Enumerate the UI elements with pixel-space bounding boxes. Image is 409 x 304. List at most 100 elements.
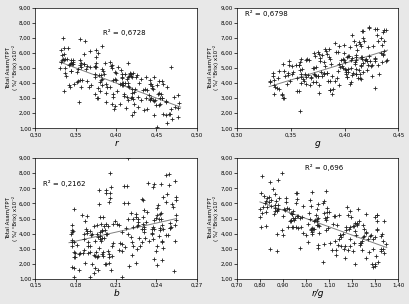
Point xyxy=(92,64,98,69)
Point xyxy=(119,229,125,234)
Point xyxy=(169,204,175,209)
Point xyxy=(116,240,123,245)
Point xyxy=(345,54,352,58)
Point xyxy=(156,95,162,100)
Point xyxy=(307,227,314,232)
Point xyxy=(130,109,137,114)
Point xyxy=(67,61,74,66)
Point xyxy=(91,74,98,79)
Point xyxy=(372,33,379,38)
Point xyxy=(152,215,159,220)
Point xyxy=(140,208,147,213)
Point xyxy=(166,226,173,231)
Point xyxy=(275,86,282,91)
Point xyxy=(352,67,359,72)
Point xyxy=(94,235,101,240)
Point xyxy=(163,85,170,90)
Point xyxy=(373,218,380,223)
Point xyxy=(159,194,165,199)
Point xyxy=(340,42,346,47)
Point xyxy=(380,251,387,256)
Point xyxy=(166,220,173,225)
Point xyxy=(304,73,311,78)
Point xyxy=(340,243,347,248)
Point xyxy=(95,95,101,100)
Point xyxy=(140,107,146,112)
Point xyxy=(97,229,103,234)
Point xyxy=(326,240,332,245)
Point xyxy=(334,69,341,74)
Point xyxy=(322,206,329,211)
Point xyxy=(155,78,162,83)
Point xyxy=(270,83,276,88)
Point xyxy=(300,78,306,83)
Point xyxy=(266,78,273,83)
Y-axis label: Total Asam/TPT
( %/ °Brix) x10⁻²: Total Asam/TPT ( %/ °Brix) x10⁻² xyxy=(6,196,18,241)
Point xyxy=(82,219,88,223)
Point xyxy=(358,29,364,34)
Point xyxy=(369,237,375,242)
Point xyxy=(92,239,99,244)
Point xyxy=(371,85,378,90)
Point xyxy=(292,62,299,67)
Point xyxy=(342,69,348,74)
Point xyxy=(113,71,119,75)
Point xyxy=(101,60,108,65)
Point xyxy=(355,40,362,45)
Point xyxy=(324,71,330,75)
Point xyxy=(270,71,276,75)
Point xyxy=(148,230,155,235)
Point xyxy=(279,232,285,237)
Point xyxy=(146,238,152,243)
Point xyxy=(102,221,108,226)
Point xyxy=(351,61,357,66)
Point xyxy=(106,85,113,90)
Point xyxy=(128,74,135,79)
Point xyxy=(315,224,322,229)
Point xyxy=(158,240,165,245)
Point xyxy=(285,63,291,68)
Point xyxy=(364,54,371,59)
Point xyxy=(142,75,149,80)
Point xyxy=(349,71,355,75)
Point xyxy=(129,96,136,101)
Point xyxy=(357,63,364,68)
Point xyxy=(88,233,94,237)
Point xyxy=(310,51,317,56)
Point xyxy=(377,51,383,56)
Point xyxy=(306,203,313,208)
Point xyxy=(143,88,150,92)
Point xyxy=(296,59,302,64)
Point xyxy=(154,92,161,96)
Point xyxy=(332,49,338,54)
Point xyxy=(76,251,83,256)
Point xyxy=(340,58,346,63)
Point xyxy=(313,219,319,224)
Point xyxy=(94,253,101,258)
Point xyxy=(351,233,358,237)
Point xyxy=(289,216,295,221)
Point xyxy=(123,226,129,230)
Point xyxy=(378,231,385,236)
Point xyxy=(111,77,118,81)
Point xyxy=(357,62,364,67)
Point xyxy=(94,223,101,228)
Point xyxy=(332,247,339,252)
Point xyxy=(76,63,83,67)
Point xyxy=(324,54,331,59)
Point xyxy=(74,69,81,74)
Point xyxy=(127,211,134,216)
Point xyxy=(128,87,135,92)
Point xyxy=(100,236,107,241)
Point xyxy=(166,112,173,117)
Point xyxy=(297,57,303,62)
Point xyxy=(310,227,317,232)
Point xyxy=(93,254,100,259)
Point xyxy=(256,207,263,212)
Point xyxy=(330,213,336,218)
Point xyxy=(127,74,133,79)
Point xyxy=(89,232,95,237)
Point xyxy=(93,95,100,100)
Point xyxy=(262,209,269,214)
Point xyxy=(358,248,365,253)
